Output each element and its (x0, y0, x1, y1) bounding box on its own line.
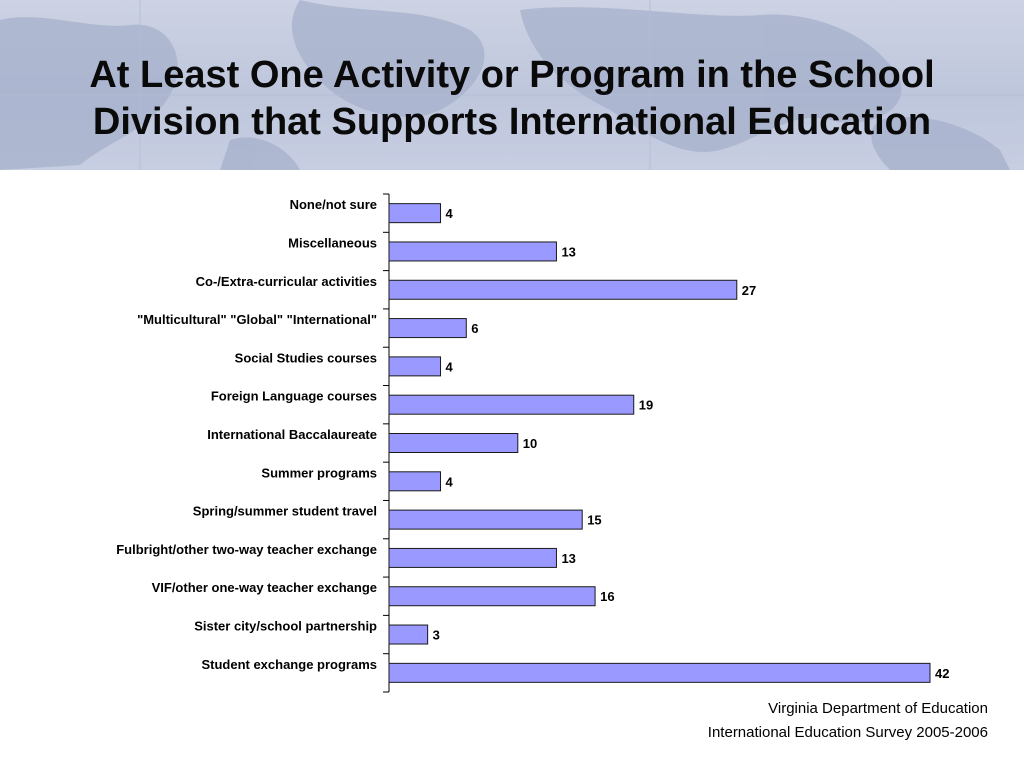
data-label: 4 (446, 359, 454, 374)
bar (388, 586, 596, 607)
category-label: Sister city/school partnership (194, 619, 377, 634)
title-line-1: At Least One Activity or Program in the … (89, 54, 935, 96)
bar (388, 203, 442, 224)
bar (388, 471, 442, 492)
category-label: None/not sure (290, 197, 377, 212)
bar (388, 241, 557, 262)
data-label: 3 (433, 628, 440, 643)
bar (388, 394, 635, 415)
category-label: Social Studies courses (235, 350, 377, 365)
bar (388, 356, 442, 377)
source-organization: Virginia Department of Education (768, 700, 988, 717)
bar (388, 624, 429, 645)
data-label: 16 (600, 589, 614, 604)
category-label: Miscellaneous (288, 235, 377, 250)
source-survey: International Education Survey 2005-2006 (707, 724, 988, 741)
category-label: VIF/other one-way teacher exchange (152, 580, 377, 595)
category-label: Foreign Language courses (211, 389, 377, 404)
category-label: International Baccalaureate (207, 427, 377, 442)
data-label: 6 (471, 321, 478, 336)
title-line-2: Division that Supports International Edu… (92, 101, 932, 143)
data-label: 19 (639, 398, 653, 413)
world-map-background (0, 0, 1024, 170)
category-label: Co-/Extra-curricular activities (196, 274, 377, 289)
data-label: 27 (742, 283, 756, 298)
bar (388, 547, 557, 568)
bar (388, 279, 738, 300)
slide-title: At Least One Activity or Program in the … (0, 52, 1024, 146)
data-label: 4 (446, 474, 454, 489)
category-label: Spring/summer student travel (193, 504, 377, 519)
bar (388, 662, 931, 683)
data-label: 15 (587, 513, 601, 528)
slide-header: At Least One Activity or Program in the … (0, 0, 1024, 170)
data-label: 10 (523, 436, 537, 451)
bar (388, 318, 467, 339)
data-label: 13 (561, 244, 575, 259)
category-label: "Multicultural" "Global" "International" (137, 312, 377, 327)
data-label: 4 (446, 206, 454, 221)
data-label: 42 (935, 666, 949, 681)
data-label: 13 (561, 551, 575, 566)
source-credit: Virginia Department of Education Interna… (708, 697, 988, 745)
bar (388, 509, 583, 530)
category-label: Fulbright/other two-way teacher exchange (116, 542, 377, 557)
category-label: Summer programs (261, 465, 377, 480)
bar (388, 433, 519, 453)
category-label: Student exchange programs (201, 657, 377, 672)
